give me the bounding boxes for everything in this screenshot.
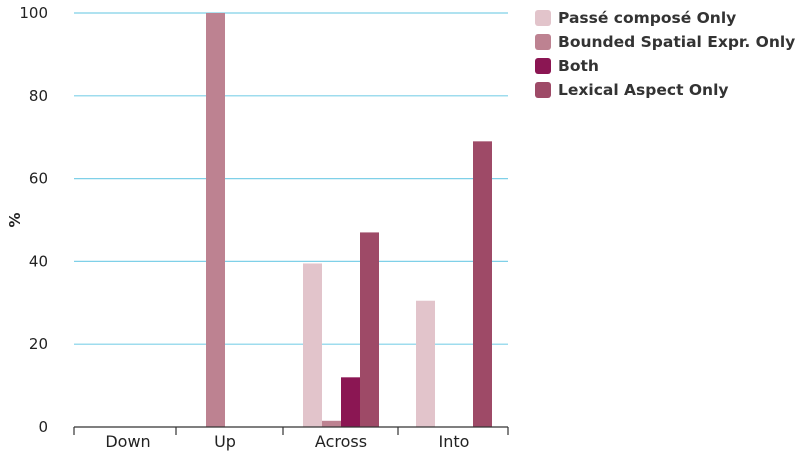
x-tick-label: Across xyxy=(315,432,367,451)
y-axis-label: % xyxy=(6,212,24,227)
y-tick-label: 80 xyxy=(29,87,48,105)
y-tick-label: 20 xyxy=(29,335,48,353)
legend-label: Both xyxy=(558,57,599,75)
x-tick-label: Into xyxy=(439,432,470,451)
y-tick-label: 100 xyxy=(19,4,48,22)
gridlines xyxy=(74,12,508,345)
legend-swatch xyxy=(535,58,551,74)
bar xyxy=(206,13,225,427)
bar xyxy=(416,300,435,427)
legend-label: Passé composé Only xyxy=(558,9,736,27)
legend-swatch xyxy=(535,10,551,26)
legend: Passé composé Only Bounded Spatial Expr. … xyxy=(535,9,795,99)
legend-label: Lexical Aspect Only xyxy=(558,81,729,99)
x-axis-ticks: Down Up Across Into xyxy=(105,432,469,451)
x-tick-label: Up xyxy=(214,432,236,451)
bar xyxy=(360,232,379,427)
bar xyxy=(303,263,322,427)
legend-item: Bounded Spatial Expr. Only xyxy=(535,33,795,51)
x-tick-label: Down xyxy=(105,432,150,451)
legend-item: Both xyxy=(535,57,599,75)
x-axis xyxy=(73,426,509,435)
legend-item: Passé composé Only xyxy=(535,9,736,27)
legend-label: Bounded Spatial Expr. Only xyxy=(558,33,795,51)
y-tick-label: 40 xyxy=(29,252,48,270)
y-tick-label: 60 xyxy=(29,170,48,188)
bar xyxy=(341,377,360,427)
legend-swatch xyxy=(535,34,551,50)
legend-swatch xyxy=(535,82,551,98)
y-axis-ticks: 0 20 40 60 80 100 xyxy=(19,4,48,436)
bar xyxy=(473,141,492,427)
y-tick-label: 0 xyxy=(38,418,48,436)
bars xyxy=(206,13,492,427)
bar xyxy=(322,420,341,427)
legend-item: Lexical Aspect Only xyxy=(535,81,729,99)
